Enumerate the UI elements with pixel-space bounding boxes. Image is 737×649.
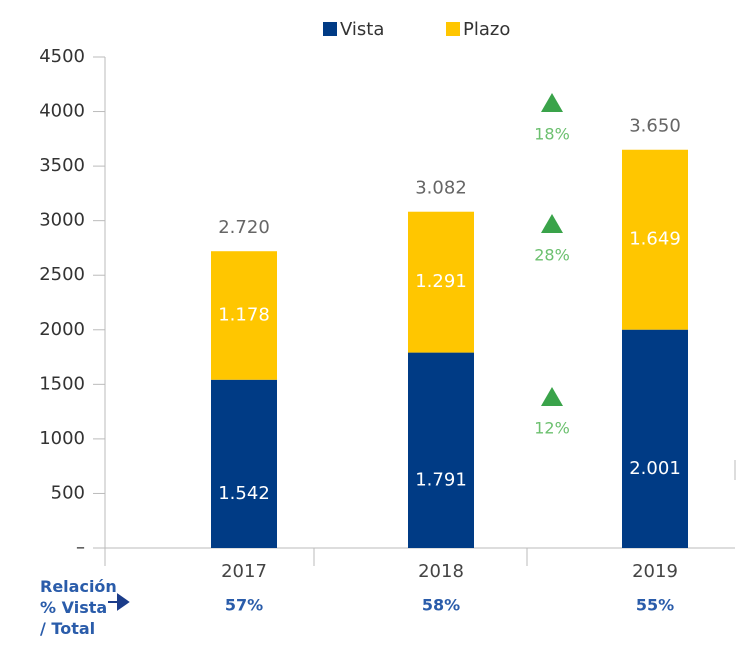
ratio-arrow [108, 593, 130, 611]
x-tick-label: 2018 [418, 561, 464, 582]
value-label: 1.291 [415, 271, 467, 292]
y-tick-label: 3500 [39, 155, 85, 176]
bar-segment [622, 149, 688, 330]
legend-label: Vista [340, 19, 384, 40]
growth-arrow [541, 214, 563, 233]
growth-arrow [541, 93, 563, 112]
bar-segment [211, 379, 277, 548]
y-tick-label: 4500 [39, 46, 85, 67]
ratio-value: 55% [636, 596, 674, 615]
value-label: 1.178 [218, 304, 270, 325]
growth-label: 12% [534, 419, 570, 438]
y-tick-label: 4000 [39, 101, 85, 122]
ratio-label: Relación % Vista / Total [40, 577, 117, 638]
y-tick-label: 500 [51, 482, 85, 503]
bar-segment [622, 329, 688, 548]
x-tick-label: 2019 [632, 561, 678, 582]
x-tick-label: 2017 [221, 561, 267, 582]
value-label: 1.649 [629, 229, 681, 250]
value-label: 1.791 [415, 469, 467, 490]
value-label: 1.542 [218, 483, 270, 504]
growth-arrow [541, 387, 563, 406]
total-label: 2.720 [218, 217, 270, 238]
bar-segment [408, 211, 474, 353]
y-tick-label: 1000 [39, 428, 85, 449]
total-label: 3.650 [629, 116, 681, 137]
y-tick-label: 2000 [39, 319, 85, 340]
bar-segment [408, 352, 474, 548]
total-label: 3.082 [415, 178, 467, 199]
y-tick-label: 1500 [39, 373, 85, 394]
legend-swatch [446, 22, 460, 36]
y-tick-label: – [76, 537, 85, 558]
ratio-value: 57% [225, 596, 263, 615]
growth-label: 28% [534, 246, 570, 265]
legend-swatch [323, 22, 337, 36]
bar-segment [211, 251, 277, 380]
y-tick-label: 3000 [39, 210, 85, 231]
growth-label: 18% [534, 125, 570, 144]
legend-label: Plazo [463, 19, 510, 40]
value-label: 2.001 [629, 458, 681, 479]
y-tick-label: 2500 [39, 264, 85, 285]
ratio-value: 58% [422, 596, 460, 615]
